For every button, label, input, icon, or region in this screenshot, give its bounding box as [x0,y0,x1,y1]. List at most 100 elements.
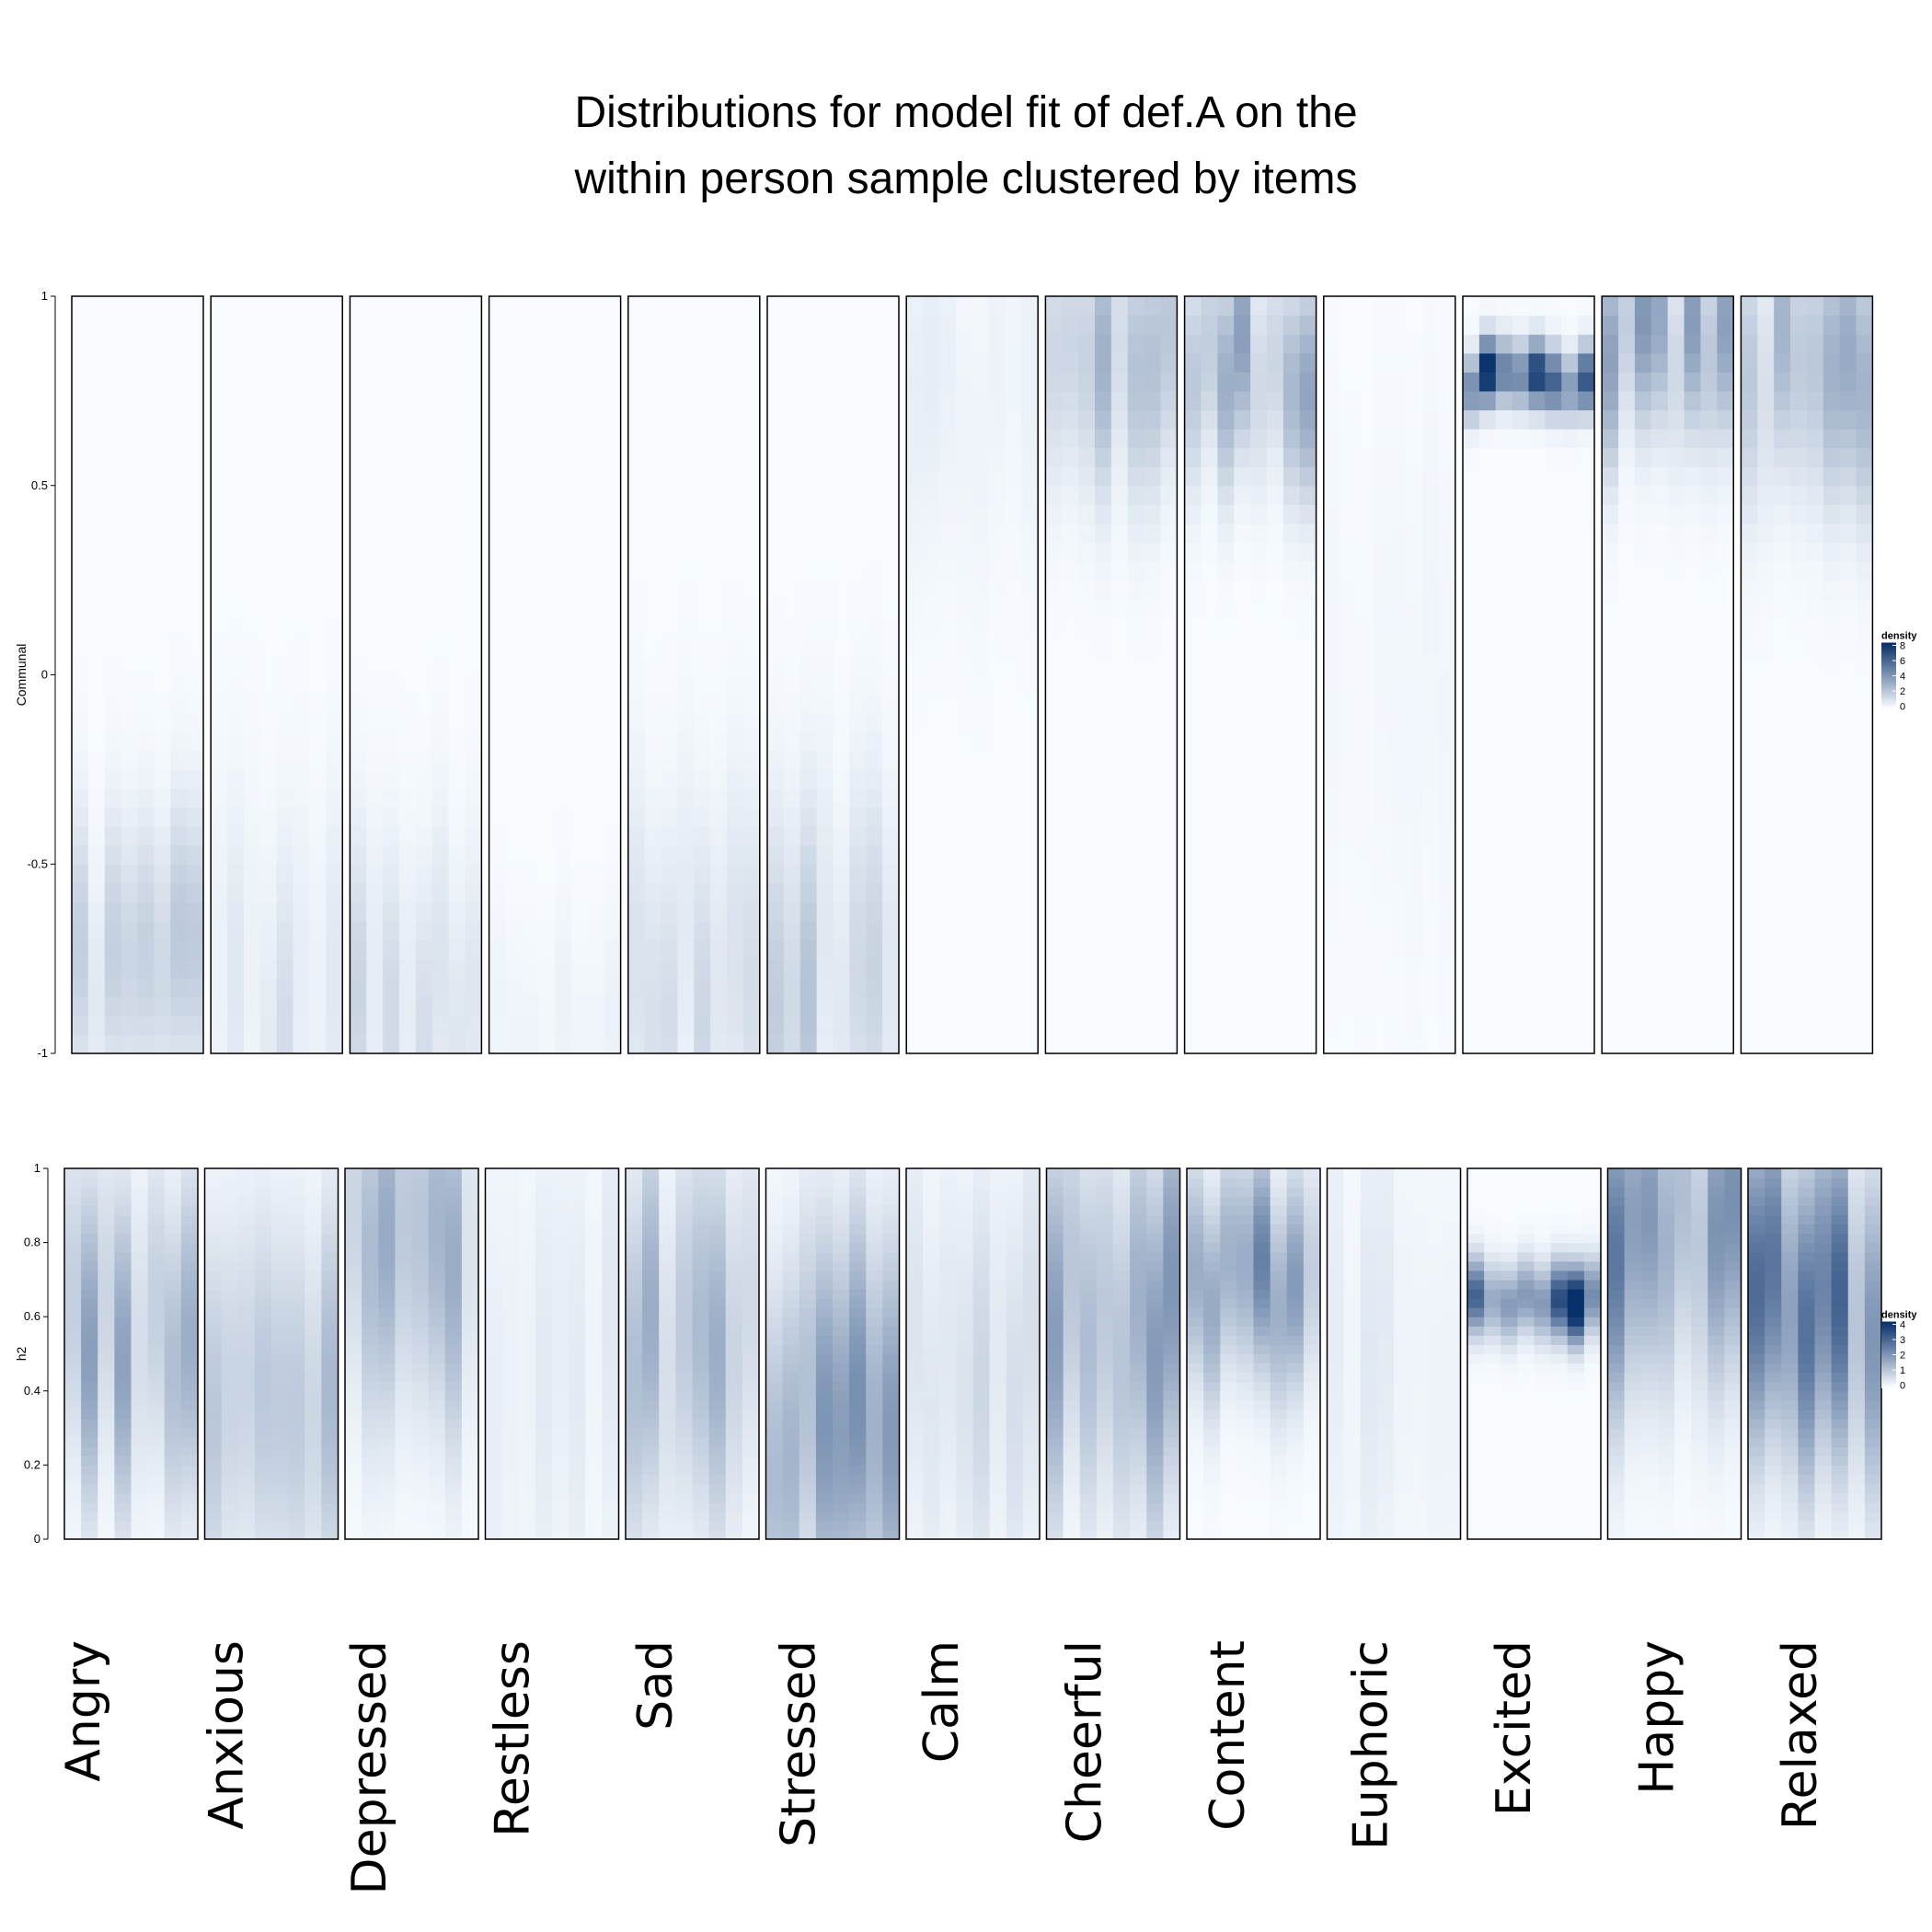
heat-cell [276,674,294,695]
heat-cell [72,750,89,770]
heat-cell [415,996,433,1017]
heat-cell [1634,655,1652,676]
heat-cell [1266,939,1284,960]
heat-cell [1512,390,1530,411]
heat-cell [816,959,834,979]
heat-cell [345,1501,362,1512]
heat-cell [644,296,662,316]
heat-cell [505,959,523,979]
heat-cell [661,712,679,732]
heat-cell [1340,315,1358,335]
heat-cell [661,977,679,997]
heat-cell [72,655,89,676]
heat-cell [221,1492,239,1503]
heat-cell [538,580,556,600]
heat-cell [661,920,679,941]
heat-cell [742,617,761,638]
heat-cell [1234,864,1251,884]
heat-cell [305,1511,322,1522]
heat-cell [972,731,990,752]
heat-cell [1634,599,1652,619]
heat-cell [1299,977,1317,997]
heat-cell [522,655,539,676]
heat-cell [1839,864,1857,884]
legend-title: density [1881,631,1917,642]
heat-cell [1545,674,1562,695]
heat-cell [87,959,106,979]
heat-cell [465,429,482,449]
heat-cell [799,542,818,562]
heat-cell [154,637,171,657]
heat-cell [87,390,106,411]
heat-cell [131,1390,149,1401]
heat-cell [538,599,556,619]
heat-cell [180,1260,199,1271]
heat-cell [170,674,188,695]
heat-cell [1495,977,1513,997]
heat-cell [972,674,990,695]
heat-cell [627,542,646,562]
heat-cell [87,807,106,827]
heat-cell [288,1251,305,1262]
heat-cell [221,1178,239,1188]
heat-cell [1602,447,1619,467]
heat-cell [64,1419,82,1429]
heat-cell [271,1233,289,1244]
heat-cell [1021,599,1039,619]
heat-cell [1650,712,1669,732]
heat-cell [627,599,646,619]
heat-cell [293,712,311,732]
heat-cell [627,845,646,865]
heat-cell [362,1196,379,1206]
heat-cell [104,845,122,865]
heat-cell [1700,807,1718,827]
heat-cell [1266,845,1284,865]
heat-cell [448,296,466,316]
heat-cell [1110,977,1129,997]
heat-cell [1282,712,1301,732]
heat-cell [587,1015,605,1036]
heat-cell [1160,390,1178,411]
legend-gradient-step [1881,651,1896,654]
heat-cell [64,1178,82,1188]
heat-cell [1495,1034,1513,1054]
heat-cell [604,750,622,770]
heat-cell [767,296,785,316]
heat-cell [237,1168,256,1179]
heat-cell [1127,637,1145,657]
heat-cell [1005,409,1022,430]
heat-cell [661,845,679,865]
heat-cell [121,580,139,600]
heat-cell [114,1298,132,1308]
heat-cell [164,1419,182,1429]
heat-cell [1144,750,1162,770]
heat-cell [1684,939,1702,960]
heat-cell [1700,485,1718,505]
heat-cell [923,712,940,732]
heat-cell [98,1437,115,1447]
heat-cell [271,1381,289,1392]
legend-gradient-step [1881,644,1896,648]
heat-cell [1618,296,1636,316]
heat-cell [604,920,622,941]
heat-cell [448,959,466,979]
heat-cell [972,826,990,846]
heat-cell [362,1390,379,1401]
heat-cell [98,1233,115,1244]
heat-cell [64,1474,82,1485]
heat-cell [64,1363,82,1374]
heat-cell [955,845,973,865]
heat-cell [833,390,850,411]
heat-cell [164,1196,182,1206]
heat-cell [254,1419,272,1429]
heat-cell [849,372,867,392]
heat-cell [204,1501,223,1512]
heat-cell [522,390,539,411]
heat-cell [1717,977,1734,997]
heat-cell [522,352,539,373]
heat-cell [1717,390,1734,411]
heat-cell [1495,1015,1513,1036]
heat-cell [72,315,89,335]
heat-cell [955,637,973,657]
heat-cell [1684,542,1702,562]
